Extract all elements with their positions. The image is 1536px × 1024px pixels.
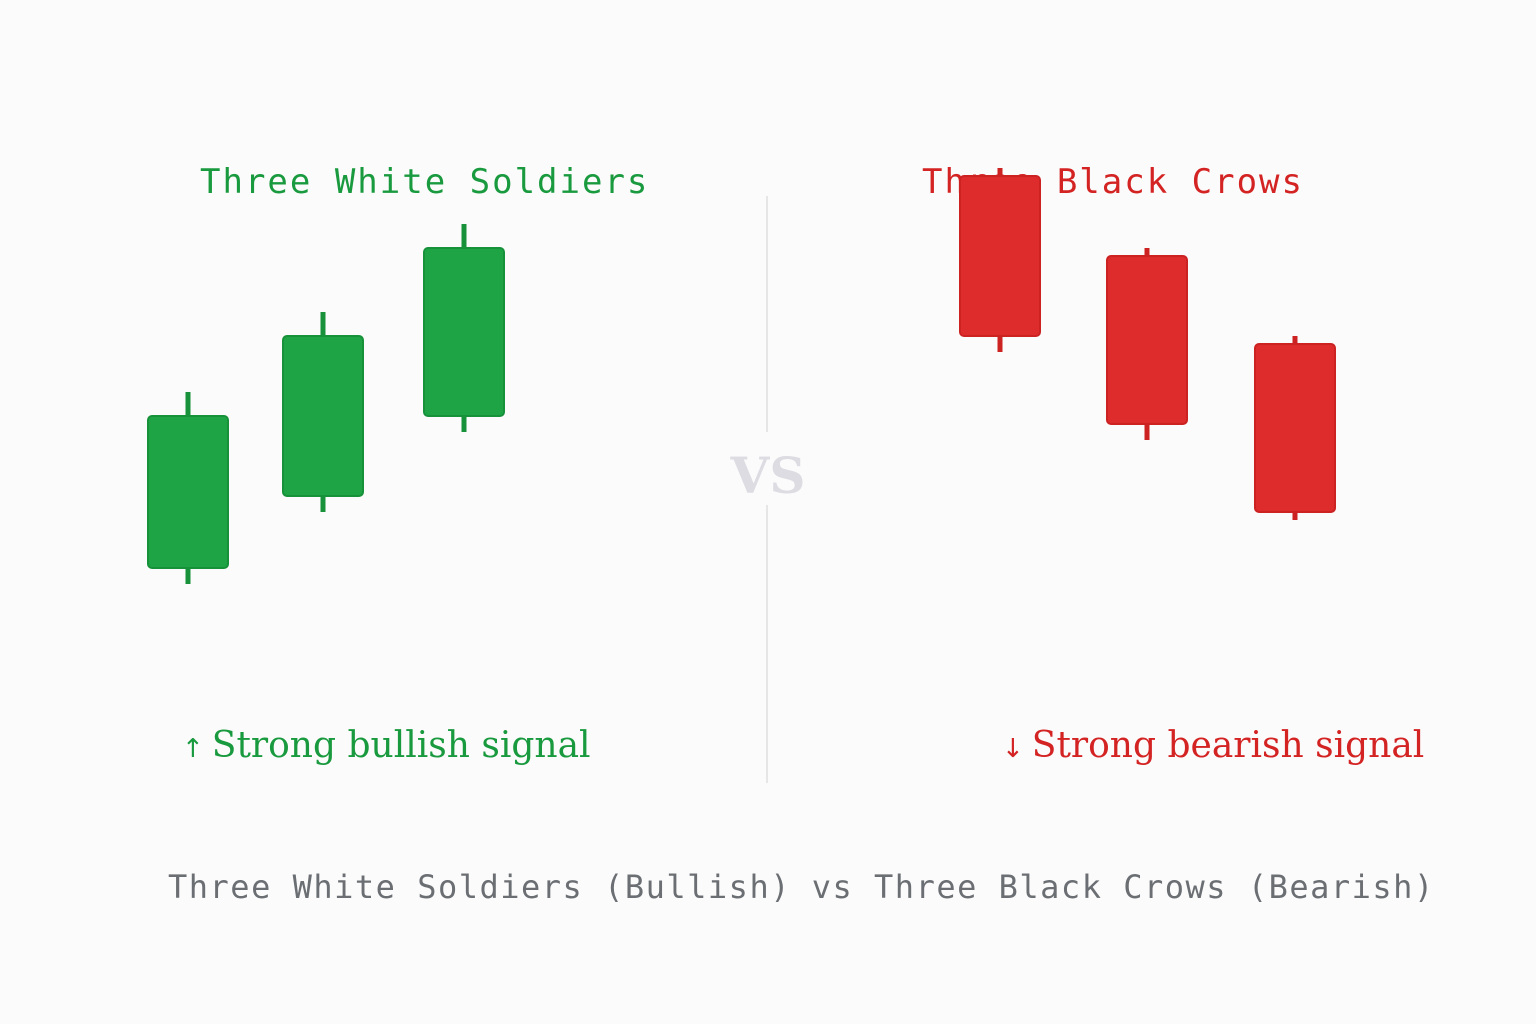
bullish-body-3 [423, 247, 505, 417]
bearish-candles [959, 168, 1336, 520]
figure-caption: Three White Soldiers (Bullish) vs Three … [168, 868, 1435, 906]
bearish-candle-1 [959, 168, 1041, 352]
down-arrow-icon: ↓ [1002, 734, 1024, 764]
bullish-pattern-title: Three White Soldiers [200, 162, 650, 202]
bearish-candle-2 [1106, 248, 1188, 440]
center-divider-top [766, 196, 768, 432]
bearish-body-3 [1254, 343, 1336, 513]
bearish-body-1 [959, 175, 1041, 337]
bullish-signal-label: ↑ Strong bullish signal [182, 722, 591, 773]
bullish-signal-text: Strong bullish signal [211, 725, 591, 766]
bearish-candle-3 [1254, 336, 1336, 520]
bullish-candles [147, 224, 505, 584]
bearish-signal-text: Strong bearish signal [1031, 725, 1425, 766]
vs-label: VS [730, 446, 806, 505]
bullish-candle-3 [423, 224, 505, 432]
bullish-candle-1 [147, 392, 229, 584]
bullish-body-1 [147, 415, 229, 569]
bullish-candle-2 [282, 312, 364, 512]
bullish-body-2 [282, 335, 364, 497]
center-divider-bottom [766, 505, 768, 783]
up-arrow-icon: ↑ [182, 734, 204, 764]
bearish-body-2 [1106, 255, 1188, 425]
bearish-signal-label: ↓ Strong bearish signal [1002, 722, 1424, 773]
